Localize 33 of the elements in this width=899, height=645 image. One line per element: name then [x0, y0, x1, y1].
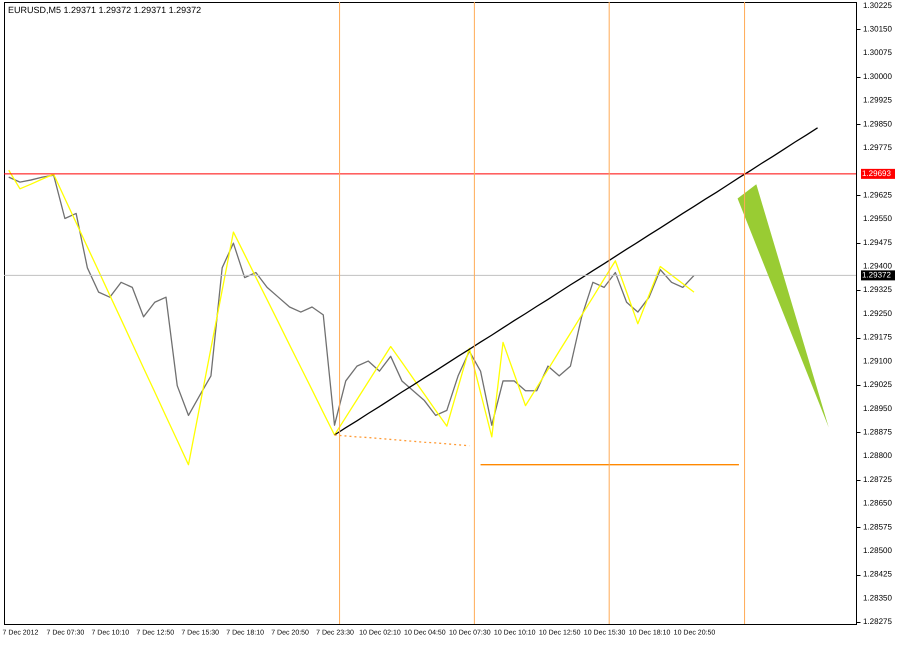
y-tick-label: 1.29250: [863, 308, 892, 318]
y-tick-label: 1.29925: [863, 96, 892, 105]
y-tick-label: 1.28500: [863, 546, 892, 555]
y-tick-label: 1.28350: [863, 593, 892, 602]
y-tick-label: 1.28650: [863, 498, 892, 508]
y-tick-label: 1.28575: [863, 522, 892, 532]
y-tick-label: 1.28800: [863, 451, 892, 460]
y-tick-label: 1.28725: [863, 474, 892, 484]
y-tick-label: 1.29100: [863, 356, 892, 366]
y-tick-label: 1.30225: [863, 0, 892, 10]
y-tick-label: 1.29550: [863, 214, 892, 224]
y-tick-label: 1.29025: [863, 380, 892, 390]
y-tick-label: 1.29625: [863, 190, 892, 200]
y-tick-label: 1.28875: [863, 427, 892, 436]
y-tick-label: 1.28275: [863, 617, 892, 626]
y-tick-label: 1.28950: [863, 404, 892, 413]
chart-title: EURUSD,M5 1.29371 1.29372 1.29371 1.29372: [8, 5, 202, 15]
y-tick-label: 1.29325: [863, 285, 892, 294]
line-series: [8, 169, 695, 466]
y-tick-label: 1.29775: [863, 143, 892, 152]
ref-line-label: 1.29372: [862, 270, 892, 280]
y-tick-label: 1.30075: [863, 48, 892, 58]
y-tick-label: 1.29850: [863, 119, 892, 128]
line-series: [334, 127, 818, 436]
y-tick-label: 1.29175: [863, 332, 892, 342]
line-series: [8, 174, 695, 426]
y-tick-label: 1.30000: [863, 72, 892, 81]
y-tick-label: 1.29400: [863, 262, 892, 271]
y-tick-label: 1.30150: [863, 24, 892, 34]
ref-line-label: 1.29693: [862, 168, 892, 178]
line-series: [334, 434, 470, 446]
y-tick-label: 1.29475: [863, 238, 892, 247]
y-tick-label: 1.28425: [863, 570, 892, 579]
